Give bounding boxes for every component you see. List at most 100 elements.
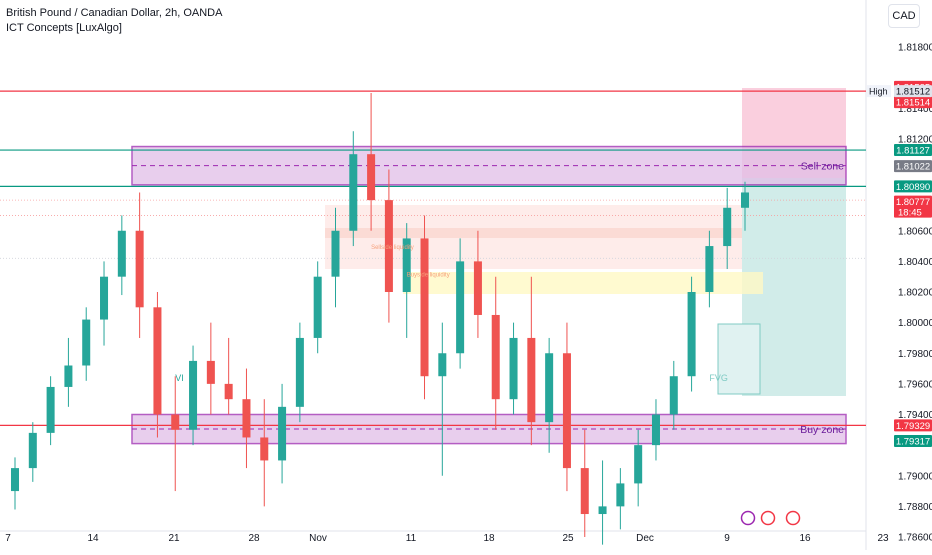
price-label-6: 1.80777	[896, 197, 930, 208]
y-tick-label: 1.78600	[898, 533, 932, 544]
y-tick-label: 1.79800	[898, 349, 932, 360]
candle-body[interactable]	[669, 376, 678, 415]
candle-body[interactable]	[456, 261, 465, 354]
y-tick-label: 1.81200	[898, 134, 932, 145]
price-label-bg-1[interactable]	[894, 96, 932, 109]
x-tick-label: Dec	[636, 533, 654, 544]
event-icon-0[interactable]	[740, 510, 756, 526]
price-label-bg-7[interactable]	[894, 419, 932, 432]
x-tick-label: 21	[168, 533, 180, 544]
x-tick-label: 14	[87, 533, 99, 544]
candle-body[interactable]	[740, 192, 750, 208]
annotation-3: FVG	[709, 373, 728, 383]
candle-body[interactable]	[651, 414, 660, 446]
zone-label-0: Sell zone	[801, 161, 844, 173]
x-tick-label: 7	[5, 533, 11, 544]
candle-body[interactable]	[117, 230, 126, 277]
x-tick-label: 25	[562, 533, 574, 544]
event-icon-1[interactable]	[760, 510, 776, 526]
annotation-2: Buyside liquidity	[407, 273, 450, 279]
indicator-label[interactable]: ICT Concepts [LuxAlgo]	[6, 22, 122, 34]
price-label-bg-8[interactable]	[894, 434, 932, 447]
candle-body[interactable]	[82, 319, 91, 366]
annotation-0: VI	[175, 373, 184, 383]
candle-body[interactable]	[28, 432, 37, 469]
price-label-bg-6[interactable]	[894, 195, 932, 218]
x-tick-label: 28	[248, 533, 260, 544]
candle-body[interactable]	[527, 337, 536, 423]
x-tick-label: Nov	[309, 533, 327, 544]
candle-body[interactable]	[242, 399, 251, 438]
candle-body[interactable]	[687, 292, 696, 377]
liquidity-band	[325, 228, 742, 238]
candle-body[interactable]	[705, 246, 714, 292]
candle-body[interactable]	[46, 386, 55, 433]
x-tick-label: 23	[877, 533, 889, 544]
price-label-1: 1.81514	[896, 98, 930, 109]
candle-body[interactable]	[349, 154, 358, 231]
price-label-4: 1.81022	[896, 162, 930, 173]
high-tag-bg	[867, 85, 891, 98]
candle-body[interactable]	[438, 353, 447, 377]
price-label-bg-3[interactable]	[894, 144, 932, 157]
y-tick-label: 1.81400	[898, 104, 932, 115]
candle-body[interactable]	[64, 365, 73, 387]
candle-body[interactable]	[260, 437, 269, 461]
price-label-countdown: 18:45	[898, 208, 922, 219]
price-label-5: 1.80890	[896, 182, 930, 193]
annotation-1: Sellside liquidity	[371, 245, 414, 251]
fvg-box-upper	[403, 272, 763, 294]
y-tick-label: 1.79600	[898, 379, 932, 390]
y-tick-label: 1.78800	[898, 502, 932, 513]
candle-body[interactable]	[313, 276, 322, 338]
candle-body[interactable]	[278, 406, 287, 461]
y-tick-label: 1.79400	[898, 410, 932, 421]
high-tag-label: High	[869, 87, 888, 97]
candle-body[interactable]	[580, 468, 589, 515]
zone-label-1: Buy zone	[800, 424, 844, 436]
candle-body[interactable]	[420, 238, 429, 377]
candle-body[interactable]	[189, 360, 198, 430]
price-label-2: 1.81512	[896, 87, 930, 98]
candle-body[interactable]	[224, 383, 233, 400]
candle-body[interactable]	[473, 261, 482, 315]
candle-body[interactable]	[562, 353, 571, 469]
candle-body[interactable]	[616, 483, 625, 507]
candle-body[interactable]	[171, 414, 180, 430]
candle-body[interactable]	[509, 337, 518, 400]
candle-body[interactable]	[295, 337, 304, 407]
y-tick-label: 1.81800	[898, 43, 932, 54]
currency-button[interactable]: CAD	[888, 4, 920, 28]
x-tick-label: 16	[799, 533, 811, 544]
price-label-bg-4[interactable]	[894, 160, 932, 173]
candle-body[interactable]	[402, 238, 411, 292]
price-label-8: 1.79317	[896, 436, 930, 447]
x-tick-label: 11	[406, 533, 417, 544]
candle-body[interactable]	[384, 200, 393, 292]
candle-body[interactable]	[545, 353, 554, 423]
y-tick-label: 1.80600	[898, 226, 932, 237]
candle-body[interactable]	[367, 154, 376, 201]
price-label-3: 1.81127	[896, 146, 930, 157]
candle-body[interactable]	[491, 314, 500, 400]
price-label-bg-2[interactable]	[894, 85, 932, 98]
fvg-box	[717, 323, 761, 395]
candle-body[interactable]	[135, 230, 144, 308]
candle-body[interactable]	[331, 230, 340, 277]
price-label-7: 1.79329	[896, 421, 930, 432]
price-label-bg-5[interactable]	[894, 180, 932, 193]
candle-body[interactable]	[206, 360, 215, 384]
candle-body[interactable]	[598, 506, 607, 515]
candle-body[interactable]	[10, 468, 20, 492]
y-tick-label: 1.80400	[898, 257, 932, 268]
candle-body[interactable]	[153, 307, 162, 415]
x-tick-label: 18	[483, 533, 495, 544]
candle-body[interactable]	[100, 276, 109, 320]
event-icon-2[interactable]	[785, 510, 801, 526]
candle-body[interactable]	[723, 207, 732, 247]
y-tick-label: 1.79000	[898, 471, 932, 482]
candle-body[interactable]	[634, 445, 643, 484]
x-tick-label: 9	[724, 533, 730, 544]
